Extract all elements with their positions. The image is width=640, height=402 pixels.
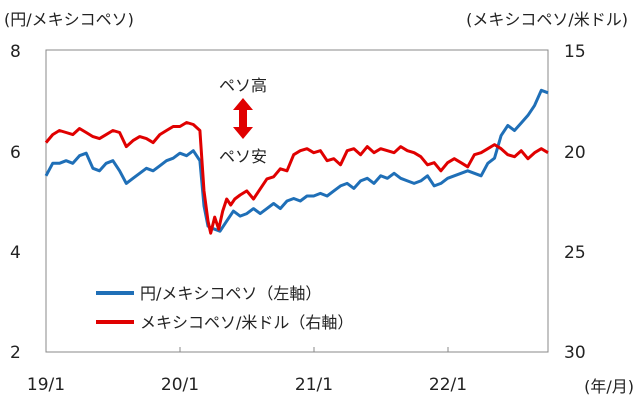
left-y-ticks: 8 6 4 2 (10, 42, 21, 363)
x-unit-label: (年/月) (584, 377, 634, 396)
left-tick-label: 8 (10, 42, 21, 62)
peso-annotation: ペソ高 ペソ安 (219, 76, 267, 166)
left-axis-label: (円/メキシコペソ) (4, 10, 134, 29)
x-tick-label: 20/1 (161, 375, 199, 395)
peso-weak-label: ペソ安 (219, 147, 267, 166)
legend-label-jpy-mxn: 円/メキシコペソ（左軸） (140, 284, 321, 303)
right-tick-label: 20 (564, 143, 586, 163)
right-axis-label: (メキシコペソ/米ドル) (466, 10, 628, 29)
left-tick-label: 4 (10, 243, 21, 263)
right-tick-label: 25 (564, 243, 586, 263)
right-tick-label: 15 (564, 42, 586, 62)
mxn-usd-line (44, 121, 549, 235)
x-tick-label: 19/1 (27, 375, 65, 395)
series-lines (44, 88, 549, 235)
legend: 円/メキシコペソ（左軸） メキシコペソ/米ドル（右軸） (96, 284, 353, 332)
jpy-mxn-line (44, 88, 549, 233)
right-tick-label: 30 (564, 343, 586, 363)
x-ticks: 19/1 20/1 21/1 22/1 (27, 347, 467, 395)
double-arrow-icon (233, 98, 253, 139)
legend-label-mxn-usd: メキシコペソ/米ドル（右軸） (140, 313, 353, 332)
peso-strong-label: ペソ高 (219, 76, 267, 95)
x-tick-label: 21/1 (295, 375, 333, 395)
right-y-ticks: 15 20 25 30 (564, 42, 586, 363)
left-tick-label: 6 (10, 143, 21, 163)
plot-frame (45, 49, 549, 353)
x-tick-label: 22/1 (429, 375, 467, 395)
left-tick-label: 2 (10, 343, 21, 363)
